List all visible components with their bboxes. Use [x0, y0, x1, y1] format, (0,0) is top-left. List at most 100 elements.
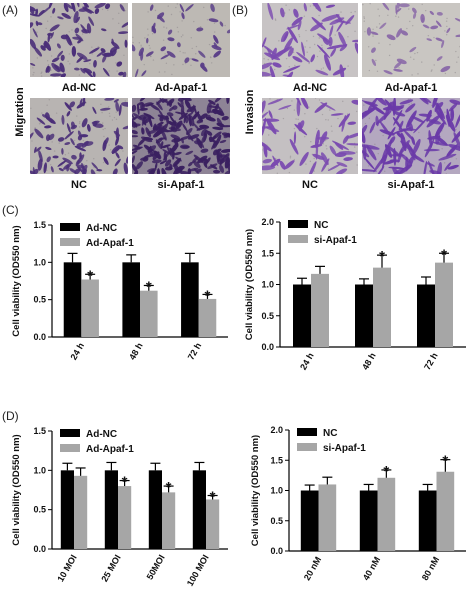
pore-dot: [100, 103, 102, 106]
cell: [316, 136, 330, 140]
cell: [58, 167, 64, 172]
cell: [151, 159, 162, 164]
cell: [166, 51, 176, 58]
pore-dot: [424, 9, 427, 12]
cell: [395, 8, 402, 13]
pore-dot: [50, 55, 53, 57]
cell: [30, 13, 40, 17]
pore-dot: [158, 71, 161, 73]
bar-ad-nc: [181, 262, 199, 337]
cell: [216, 122, 225, 128]
x-tick-label: 40 nM: [361, 555, 382, 582]
panel-label-b: (B): [232, 3, 248, 17]
pore-dot: [326, 148, 328, 150]
cell: [447, 164, 459, 170]
pore-dot: [288, 9, 291, 11]
bar-ad-apaf-1: [74, 475, 88, 549]
cell: [179, 144, 190, 150]
cell: [436, 11, 443, 16]
pore-dot: [331, 130, 333, 132]
pore-dot: [39, 122, 41, 124]
pore-dot: [136, 98, 138, 99]
cell: [37, 158, 43, 171]
legend-label: NC: [323, 428, 337, 439]
pore-dot: [443, 162, 446, 164]
pore-dot: [334, 34, 336, 36]
pore-dot: [364, 31, 366, 33]
cell: [412, 12, 417, 19]
cell: [141, 70, 147, 77]
cell: [167, 37, 175, 42]
y-tick-label: 1.5: [270, 455, 283, 465]
cell: [398, 120, 404, 130]
pore-dot: [372, 28, 374, 30]
bar-ad-apaf-1: [162, 492, 176, 549]
pore-dot: [368, 69, 371, 72]
y-axis-label: Cell viability (OD550 nm): [11, 434, 22, 545]
pore-dot: [368, 117, 371, 120]
cell: [346, 132, 358, 139]
cell: [60, 73, 66, 77]
cell: [221, 153, 230, 164]
cell: [196, 112, 203, 123]
cell: [92, 106, 97, 115]
pore-dot: [134, 98, 136, 100]
cell: [308, 161, 317, 174]
x-tick-label: 80 nM: [420, 555, 441, 582]
pore-dot: [433, 36, 435, 39]
cell: [200, 62, 205, 69]
pore-dot: [182, 34, 184, 36]
cell: [268, 110, 273, 119]
cell: [213, 42, 218, 48]
cell: [168, 100, 173, 107]
pore-dot: [416, 51, 419, 54]
pore-dot: [78, 126, 81, 128]
pore-dot: [282, 117, 285, 120]
pore-dot: [213, 22, 216, 24]
pore-dot: [47, 64, 50, 66]
pore-dot: [297, 118, 299, 120]
cell: [211, 131, 222, 140]
cell: [383, 70, 393, 75]
pore-dot: [165, 62, 168, 64]
pore-dot: [214, 31, 216, 33]
cell: [30, 63, 36, 66]
pore-dot: [387, 14, 389, 17]
cell: [226, 29, 230, 34]
cell: [163, 151, 168, 163]
cell: [376, 166, 385, 174]
cell: [171, 138, 181, 143]
pore-dot: [50, 69, 52, 71]
x-tick-label: 48 h: [360, 351, 378, 372]
pore-dot: [113, 116, 116, 119]
pore-dot: [170, 13, 173, 16]
cell: [63, 3, 74, 10]
cell: [262, 62, 273, 70]
pore-dot: [115, 111, 117, 113]
cell: [415, 98, 429, 105]
pore-dot: [356, 110, 358, 113]
pore-dot: [149, 47, 151, 49]
pore-dot: [320, 68, 323, 70]
cell: [52, 7, 56, 14]
cell: [45, 65, 50, 73]
cell: [132, 111, 135, 120]
cell: [411, 116, 425, 123]
cell: [446, 144, 458, 157]
pore-dot: [153, 112, 155, 114]
pore-dot: [46, 20, 49, 22]
cell: [119, 4, 125, 12]
pore-dot: [363, 17, 366, 20]
pore-dot: [388, 54, 391, 57]
bar-ad-nc: [60, 470, 74, 549]
cell: [280, 31, 289, 43]
cell: [371, 58, 377, 67]
pore-dot: [30, 107, 32, 110]
pore-dot: [73, 139, 76, 142]
cell: [386, 145, 402, 158]
cell: [81, 3, 89, 8]
pore-dot: [152, 59, 155, 61]
pore-dot: [309, 160, 312, 163]
cell: [142, 102, 153, 107]
cell: [185, 150, 194, 156]
